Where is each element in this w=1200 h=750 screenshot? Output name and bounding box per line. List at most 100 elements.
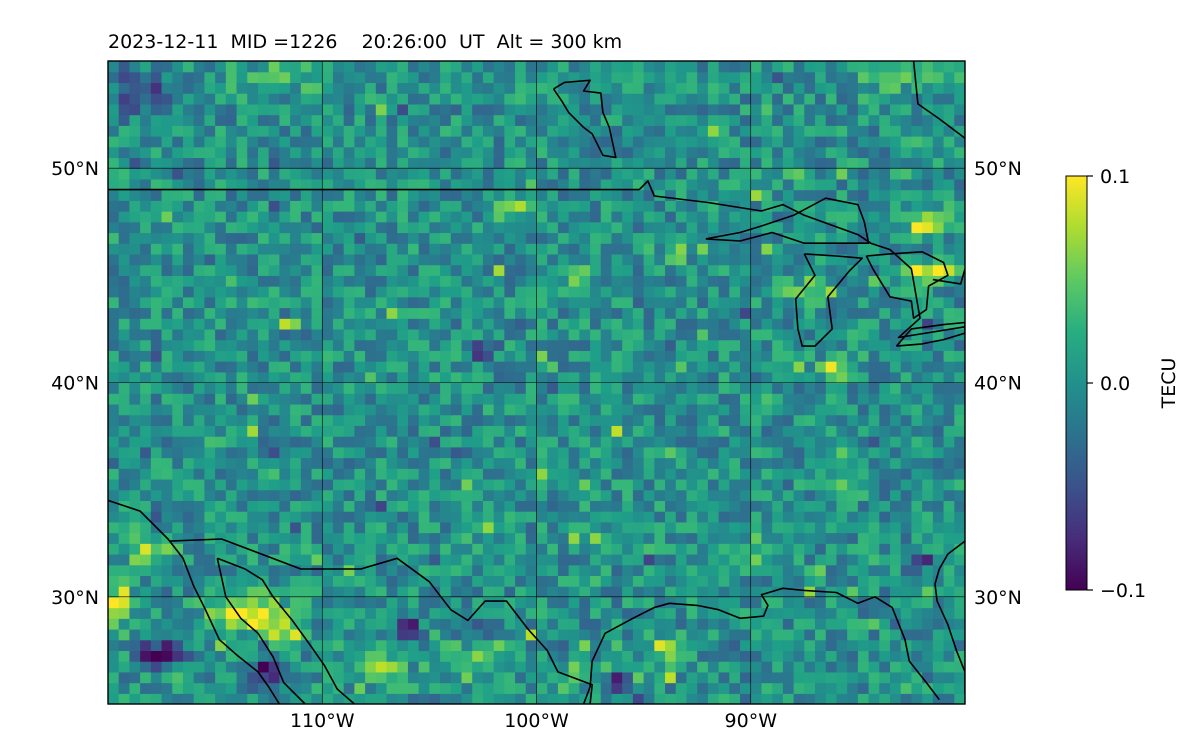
- heatmap-cell: [675, 489, 688, 501]
- heatmap-cell: [525, 243, 538, 255]
- heatmap-cell: [815, 350, 827, 362]
- heatmap-cell: [279, 350, 291, 362]
- heatmap-cell: [761, 200, 773, 212]
- heatmap-cell: [825, 146, 838, 159]
- heatmap-cell: [857, 253, 870, 266]
- heatmap-cell: [440, 543, 452, 555]
- heatmap-cell: [140, 114, 152, 126]
- heatmap-cell: [108, 575, 120, 587]
- heatmap-cell: [118, 682, 131, 694]
- heatmap-cell: [440, 425, 452, 437]
- heatmap-cell: [365, 307, 377, 319]
- heatmap-cell: [675, 350, 688, 362]
- heatmap-cell: [707, 661, 720, 673]
- heatmap-cell: [365, 232, 377, 244]
- heatmap-cell: [407, 339, 420, 351]
- heatmap-cell: [922, 382, 934, 394]
- heatmap-cell: [568, 446, 580, 459]
- heatmap-cell: [568, 553, 580, 566]
- heatmap-cell: [686, 371, 698, 384]
- heatmap-cell: [536, 103, 548, 116]
- heatmap-cell: [911, 425, 923, 437]
- heatmap-cell: [665, 682, 677, 694]
- heatmap-cell: [311, 200, 323, 212]
- heatmap-cell: [536, 211, 548, 223]
- heatmap-cell: [332, 639, 345, 652]
- heatmap-cell: [311, 564, 323, 576]
- heatmap-cell: [257, 232, 270, 244]
- heatmap-cell: [579, 211, 591, 223]
- heatmap-cell: [407, 318, 420, 330]
- heatmap-cell: [300, 671, 313, 684]
- heatmap-cell: [643, 243, 655, 255]
- heatmap-cell: [579, 382, 591, 394]
- heatmap-cell: [632, 339, 645, 351]
- heatmap-cell: [718, 564, 730, 576]
- heatmap-cell: [140, 296, 152, 309]
- heatmap-cell: [386, 221, 398, 234]
- heatmap-cell: [386, 478, 398, 491]
- heatmap-cell: [140, 157, 152, 169]
- heatmap-cell: [193, 339, 206, 351]
- heatmap-cell: [450, 671, 463, 684]
- heatmap-cell: [761, 607, 773, 619]
- heatmap-cell: [557, 628, 570, 641]
- heatmap-cell: [268, 382, 280, 394]
- heatmap-cell: [675, 596, 688, 609]
- heatmap-cell: [568, 125, 580, 137]
- heatmap-cell: [236, 71, 248, 84]
- heatmap-cell: [407, 307, 420, 319]
- heatmap-cell: [900, 425, 913, 437]
- heatmap-cell: [150, 200, 163, 212]
- heatmap-cell: [954, 618, 965, 630]
- heatmap-cell: [622, 125, 634, 137]
- heatmap-cell: [365, 468, 377, 480]
- heatmap-cell: [943, 253, 955, 266]
- heatmap-cell: [279, 253, 291, 266]
- heatmap-cell: [568, 200, 580, 212]
- heatmap-cell: [750, 371, 763, 384]
- heatmap-cell: [365, 403, 377, 416]
- heatmap-cell: [568, 403, 580, 416]
- heatmap-cell: [279, 468, 291, 480]
- heatmap-cell: [161, 146, 173, 159]
- heatmap-cell: [332, 693, 345, 704]
- heatmap-cell: [911, 146, 923, 159]
- heatmap-cell: [675, 586, 688, 598]
- heatmap-cell: [686, 157, 698, 169]
- heatmap-cell: [611, 146, 623, 159]
- heatmap-cell: [600, 232, 613, 244]
- heatmap-cell: [322, 253, 334, 266]
- heatmap-cell: [804, 328, 816, 341]
- heatmap-cell: [257, 596, 270, 609]
- heatmap-cell: [247, 307, 259, 319]
- heatmap-cell: [815, 425, 827, 437]
- heatmap-cell: [665, 628, 677, 641]
- heatmap-cell: [204, 543, 216, 555]
- heatmap-cell: [182, 253, 195, 266]
- heatmap-cell: [504, 371, 516, 384]
- heatmap-cell: [504, 607, 516, 619]
- heatmap-cell: [761, 382, 773, 394]
- heatmap-cell: [236, 243, 248, 255]
- heatmap-cell: [290, 596, 302, 609]
- heatmap-cell: [547, 146, 559, 159]
- heatmap-cell: [268, 414, 280, 426]
- heatmap-cell: [782, 339, 795, 351]
- heatmap-cell: [793, 553, 805, 566]
- heatmap-cell: [697, 661, 709, 673]
- heatmap-cell: [397, 61, 409, 73]
- heatmap-cell: [740, 114, 752, 126]
- heatmap-cell: [236, 586, 248, 598]
- heatmap-cell: [386, 500, 398, 512]
- heatmap-cell: [504, 211, 516, 223]
- heatmap-cell: [332, 553, 345, 566]
- heatmap-cell: [332, 543, 345, 555]
- heatmap-cell: [622, 318, 634, 330]
- heatmap-cell: [290, 253, 302, 266]
- heatmap-cell: [922, 339, 934, 351]
- heatmap-cell: [440, 82, 452, 94]
- heatmap-cell: [225, 253, 238, 266]
- heatmap-cell: [579, 286, 591, 298]
- heatmap-cell: [632, 382, 645, 394]
